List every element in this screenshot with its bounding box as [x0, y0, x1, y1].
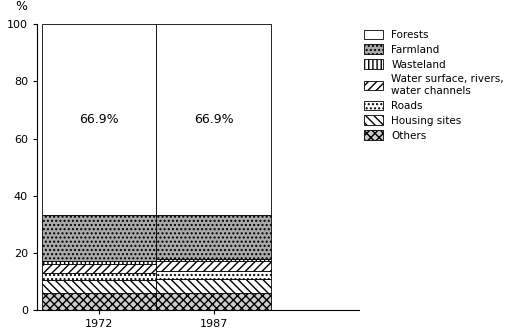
- Bar: [156, 293, 271, 310]
- Bar: [42, 293, 156, 310]
- Bar: [42, 24, 156, 215]
- Bar: [42, 280, 156, 293]
- Bar: [156, 24, 271, 215]
- Bar: [42, 273, 156, 280]
- Text: 66.9%: 66.9%: [80, 113, 119, 126]
- Bar: [156, 279, 271, 293]
- Text: 66.9%: 66.9%: [194, 113, 234, 126]
- Bar: [42, 264, 156, 273]
- Legend: Forests, Farmland, Wasteland, Water surface, rivers,
water channels, Roads, Hous: Forests, Farmland, Wasteland, Water surf…: [364, 30, 504, 140]
- Bar: [156, 261, 271, 271]
- Y-axis label: %: %: [15, 0, 27, 13]
- Bar: [42, 215, 156, 261]
- Bar: [156, 259, 271, 261]
- Bar: [42, 261, 156, 264]
- Bar: [156, 271, 271, 279]
- Bar: [156, 215, 271, 259]
